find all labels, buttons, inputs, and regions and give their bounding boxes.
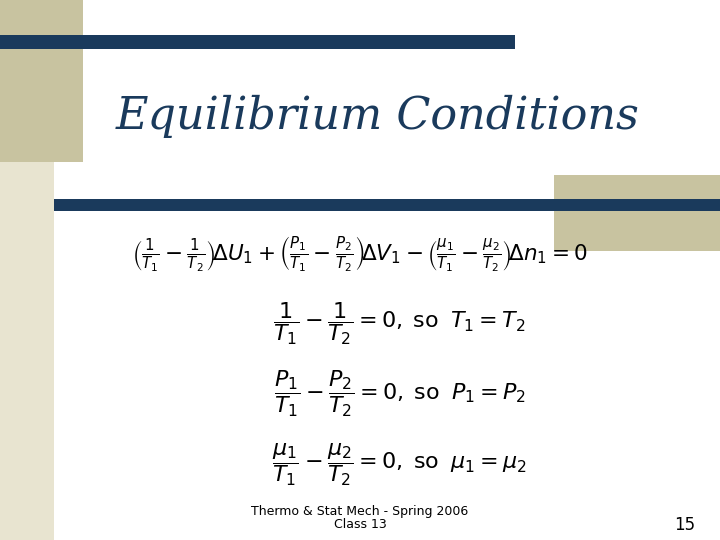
Bar xyxy=(54,199,720,211)
Bar xyxy=(0,0,54,540)
Text: Thermo & Stat Mech - Spring 2006: Thermo & Stat Mech - Spring 2006 xyxy=(251,505,469,518)
Bar xyxy=(0,35,515,49)
Bar xyxy=(0,0,83,162)
Text: 15: 15 xyxy=(674,516,695,534)
Text: $\dfrac{1}{T_1} - \dfrac{1}{T_2} = 0, \; \mathrm{so} \;\; T_1 = T_2$: $\dfrac{1}{T_1} - \dfrac{1}{T_2} = 0, \;… xyxy=(274,301,526,347)
Text: $\dfrac{\mu_1}{T_1} - \dfrac{\mu_2}{T_2} = 0, \; \mathrm{so} \;\; \mu_1 = \mu_2$: $\dfrac{\mu_1}{T_1} - \dfrac{\mu_2}{T_2}… xyxy=(272,441,527,488)
Text: $\left(\frac{1}{T_1} - \frac{1}{T_2}\right)\!\Delta U_1 + \left(\frac{P_1}{T_1} : $\left(\frac{1}{T_1} - \frac{1}{T_2}\rig… xyxy=(132,234,588,273)
Bar xyxy=(554,176,720,251)
Text: Class 13: Class 13 xyxy=(333,518,387,531)
Text: $\dfrac{P_1}{T_1} - \dfrac{P_2}{T_2} = 0, \; \mathrm{so} \;\; P_1 = P_2$: $\dfrac{P_1}{T_1} - \dfrac{P_2}{T_2} = 0… xyxy=(274,369,526,419)
Text: Equilibrium Conditions: Equilibrium Conditions xyxy=(116,94,640,138)
